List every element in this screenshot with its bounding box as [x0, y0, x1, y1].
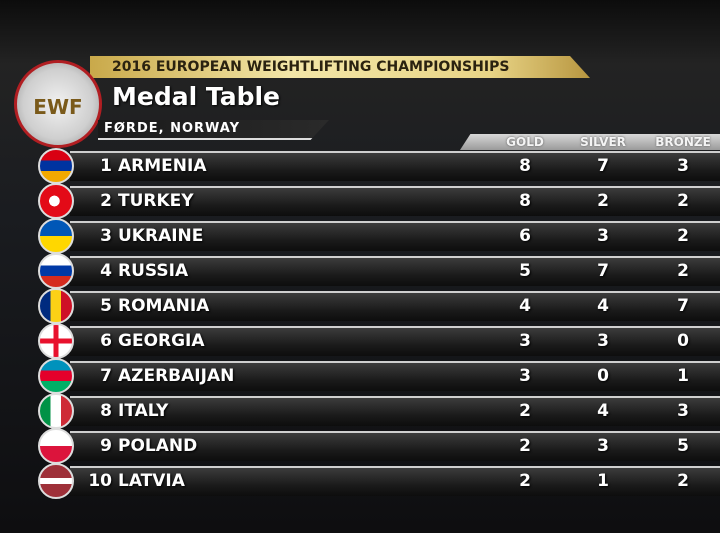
medal-count: 7: [597, 261, 609, 281]
row-bar: [70, 361, 720, 391]
flag: [38, 253, 74, 289]
rank: 1: [100, 156, 112, 176]
medal-count: 2: [597, 191, 609, 211]
row-bar: [70, 186, 720, 216]
medal-count: 3: [597, 436, 609, 456]
banner: 2016 EUROPEAN WEIGHTLIFTING CHAMPIONSHIP…: [90, 56, 590, 78]
medal-count: 4: [597, 401, 609, 421]
medal-count: 3: [677, 156, 689, 176]
country: ROMANIA: [118, 296, 210, 316]
medal-count: 2: [677, 471, 689, 491]
logo: EWF: [14, 60, 102, 148]
medal-count: 0: [597, 366, 609, 386]
row-bar: [70, 396, 720, 426]
column-header-strip: [460, 134, 720, 150]
rank: 6: [100, 331, 112, 351]
flag: [38, 393, 74, 429]
medal-count: 3: [519, 331, 531, 351]
medal-count: 3: [597, 226, 609, 246]
column-header: GOLD: [506, 135, 544, 149]
subtitle: FØRDE, NORWAY: [98, 120, 329, 140]
medal-count: 4: [597, 296, 609, 316]
rank: 9: [100, 436, 112, 456]
flag: [38, 428, 74, 464]
column-header: SILVER: [580, 135, 626, 149]
medal-count: 1: [597, 471, 609, 491]
medal-count: 2: [519, 401, 531, 421]
medal-count: 2: [519, 436, 531, 456]
country: ARMENIA: [118, 156, 207, 176]
medal-count: 6: [519, 226, 531, 246]
medal-count: 2: [677, 261, 689, 281]
rank: 2: [100, 191, 112, 211]
row-bar: [70, 256, 720, 286]
rank: 8: [100, 401, 112, 421]
flag: [38, 463, 74, 499]
row-bar: [70, 326, 720, 356]
medal-count: 8: [519, 191, 531, 211]
rank: 7: [100, 366, 112, 386]
medal-count: 2: [519, 471, 531, 491]
rank: 10: [88, 471, 112, 491]
row-bar: [70, 151, 720, 181]
medal-count: 0: [677, 331, 689, 351]
flag: [38, 183, 74, 219]
flag: [38, 148, 74, 184]
medal-count: 2: [677, 226, 689, 246]
medal-count: 5: [519, 261, 531, 281]
country: RUSSIA: [118, 261, 189, 281]
country: GEORGIA: [118, 331, 205, 351]
medal-count: 2: [677, 191, 689, 211]
rank: 5: [100, 296, 112, 316]
rank: 3: [100, 226, 112, 246]
medal-count: 1: [677, 366, 689, 386]
medal-count: 8: [519, 156, 531, 176]
medal-count: 4: [519, 296, 531, 316]
medal-count: 7: [677, 296, 689, 316]
medal-count: 3: [519, 366, 531, 386]
row-bar: [70, 221, 720, 251]
title: Medal Table: [112, 82, 280, 111]
country: LATVIA: [118, 471, 185, 491]
country: UKRAINE: [118, 226, 204, 246]
country: AZERBAIJAN: [118, 366, 235, 386]
row-bar: [70, 431, 720, 461]
flag: [38, 288, 74, 324]
country: TURKEY: [118, 191, 194, 211]
flag: [38, 218, 74, 254]
medal-count: 7: [597, 156, 609, 176]
row-bar: [70, 466, 720, 496]
rank: 4: [100, 261, 112, 281]
flag: [38, 323, 74, 359]
medal-count: 5: [677, 436, 689, 456]
medal-count: 3: [597, 331, 609, 351]
country: POLAND: [118, 436, 198, 456]
medal-count: 3: [677, 401, 689, 421]
column-header: BRONZE: [655, 135, 711, 149]
row-bar: [70, 291, 720, 321]
flag: [38, 358, 74, 394]
country: ITALY: [118, 401, 169, 421]
